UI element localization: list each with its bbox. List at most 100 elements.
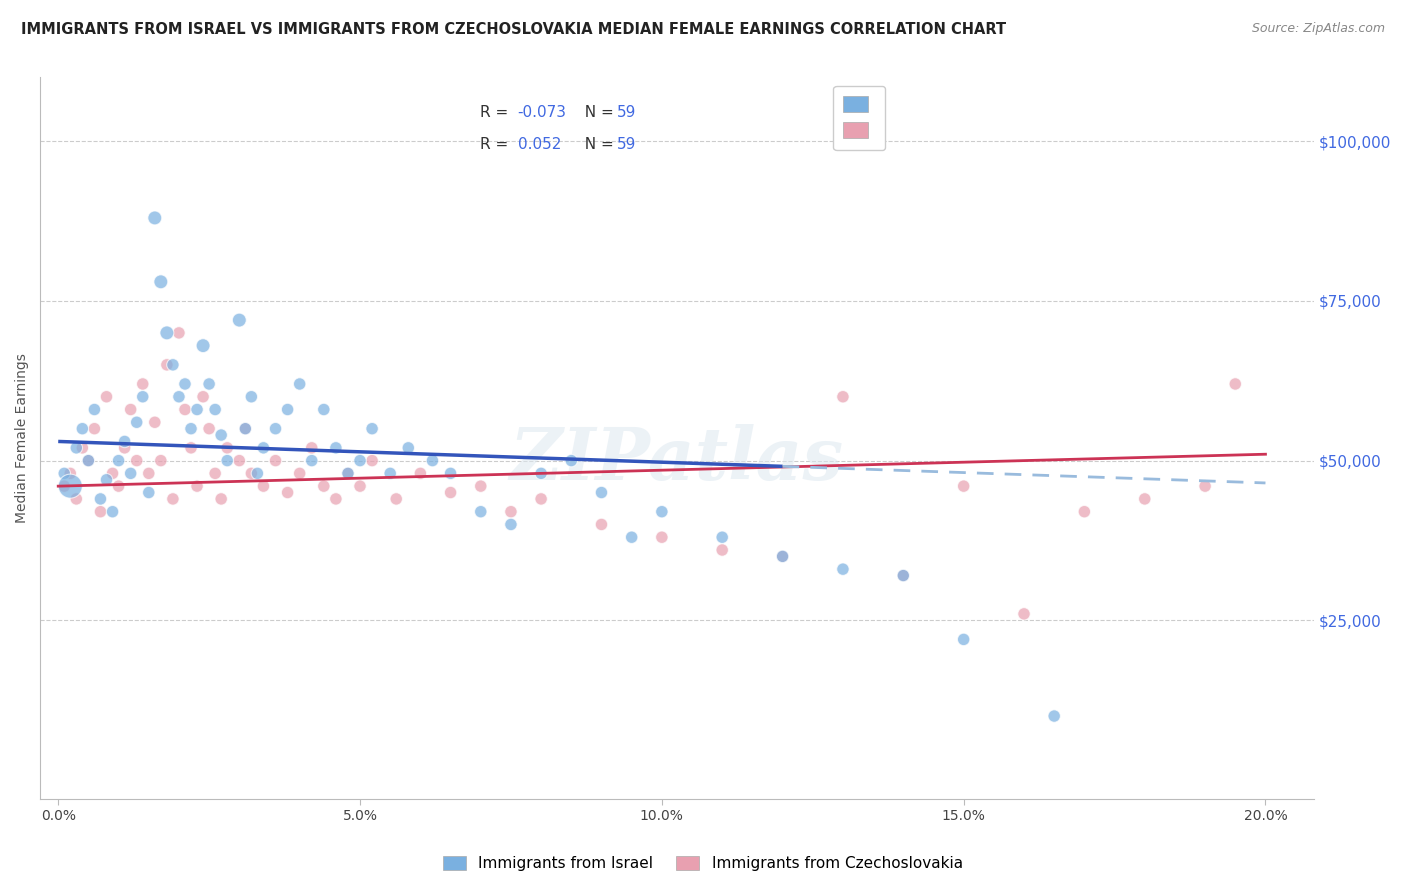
Point bbox=[125, 453, 148, 467]
Point bbox=[470, 505, 492, 519]
Point bbox=[149, 275, 172, 289]
Point bbox=[162, 491, 184, 506]
Point bbox=[651, 530, 673, 544]
Point bbox=[65, 491, 87, 506]
Point bbox=[264, 453, 287, 467]
Point bbox=[1043, 709, 1066, 723]
Point bbox=[132, 390, 155, 404]
Point bbox=[277, 402, 299, 417]
Point bbox=[288, 467, 311, 481]
Point bbox=[361, 422, 384, 436]
Point bbox=[72, 441, 94, 455]
Point bbox=[120, 467, 142, 481]
Point bbox=[59, 479, 82, 493]
Point bbox=[198, 422, 221, 436]
Point bbox=[336, 467, 359, 481]
Point bbox=[72, 422, 94, 436]
Point bbox=[240, 390, 263, 404]
Point bbox=[336, 467, 359, 481]
Text: N =: N = bbox=[575, 104, 619, 120]
Point bbox=[891, 568, 914, 582]
Point bbox=[180, 422, 202, 436]
Point bbox=[499, 505, 522, 519]
Point bbox=[1194, 479, 1216, 493]
Point bbox=[191, 390, 214, 404]
Point bbox=[77, 453, 100, 467]
Point bbox=[59, 467, 82, 481]
Point bbox=[952, 479, 974, 493]
Point bbox=[470, 479, 492, 493]
Point bbox=[380, 467, 402, 481]
Point bbox=[96, 473, 118, 487]
Point bbox=[325, 491, 347, 506]
Point bbox=[233, 422, 256, 436]
Point bbox=[312, 402, 335, 417]
Point bbox=[325, 441, 347, 455]
Point bbox=[204, 402, 226, 417]
Point bbox=[96, 390, 118, 404]
Point bbox=[156, 326, 179, 340]
Point bbox=[114, 434, 136, 449]
Point bbox=[620, 530, 643, 544]
Point bbox=[120, 402, 142, 417]
Point bbox=[1225, 376, 1247, 391]
Point bbox=[1133, 491, 1156, 506]
Text: 0.052: 0.052 bbox=[517, 137, 561, 152]
Point bbox=[209, 428, 232, 442]
Point bbox=[138, 467, 160, 481]
Point bbox=[174, 376, 197, 391]
Point bbox=[591, 517, 613, 532]
Point bbox=[53, 467, 76, 481]
Point bbox=[107, 479, 129, 493]
Point bbox=[301, 441, 323, 455]
Point bbox=[591, 485, 613, 500]
Legend: , : , bbox=[834, 86, 886, 150]
Point bbox=[832, 390, 855, 404]
Point bbox=[65, 441, 87, 455]
Point bbox=[1073, 505, 1095, 519]
Point bbox=[114, 441, 136, 455]
Point bbox=[233, 422, 256, 436]
Point bbox=[228, 313, 250, 327]
Point bbox=[396, 441, 419, 455]
Point bbox=[349, 479, 371, 493]
Point bbox=[439, 467, 461, 481]
Text: ZIPatlas: ZIPatlas bbox=[510, 425, 844, 495]
Point bbox=[125, 415, 148, 429]
Point bbox=[439, 485, 461, 500]
Text: Source: ZipAtlas.com: Source: ZipAtlas.com bbox=[1251, 22, 1385, 36]
Text: N =: N = bbox=[575, 137, 619, 152]
Point bbox=[209, 491, 232, 506]
Point bbox=[191, 339, 214, 353]
Point bbox=[312, 479, 335, 493]
Text: IMMIGRANTS FROM ISRAEL VS IMMIGRANTS FROM CZECHOSLOVAKIA MEDIAN FEMALE EARNINGS : IMMIGRANTS FROM ISRAEL VS IMMIGRANTS FRO… bbox=[21, 22, 1007, 37]
Point bbox=[409, 467, 432, 481]
Point bbox=[180, 441, 202, 455]
Point bbox=[167, 326, 190, 340]
Point bbox=[89, 505, 111, 519]
Point bbox=[132, 376, 155, 391]
Point bbox=[361, 453, 384, 467]
Point bbox=[246, 467, 269, 481]
Text: 59: 59 bbox=[617, 104, 637, 120]
Point bbox=[204, 467, 226, 481]
Point bbox=[711, 543, 734, 558]
Point bbox=[162, 358, 184, 372]
Point bbox=[277, 485, 299, 500]
Point bbox=[349, 453, 371, 467]
Point bbox=[1012, 607, 1035, 621]
Point bbox=[252, 479, 274, 493]
Point bbox=[198, 376, 221, 391]
Point bbox=[83, 402, 105, 417]
Point bbox=[77, 453, 100, 467]
Text: R =: R = bbox=[479, 137, 517, 152]
Legend: Immigrants from Israel, Immigrants from Czechoslovakia: Immigrants from Israel, Immigrants from … bbox=[437, 849, 969, 877]
Point bbox=[288, 376, 311, 391]
Point bbox=[301, 453, 323, 467]
Point bbox=[252, 441, 274, 455]
Point bbox=[772, 549, 794, 564]
Point bbox=[832, 562, 855, 576]
Point bbox=[891, 568, 914, 582]
Point bbox=[156, 358, 179, 372]
Point bbox=[422, 453, 444, 467]
